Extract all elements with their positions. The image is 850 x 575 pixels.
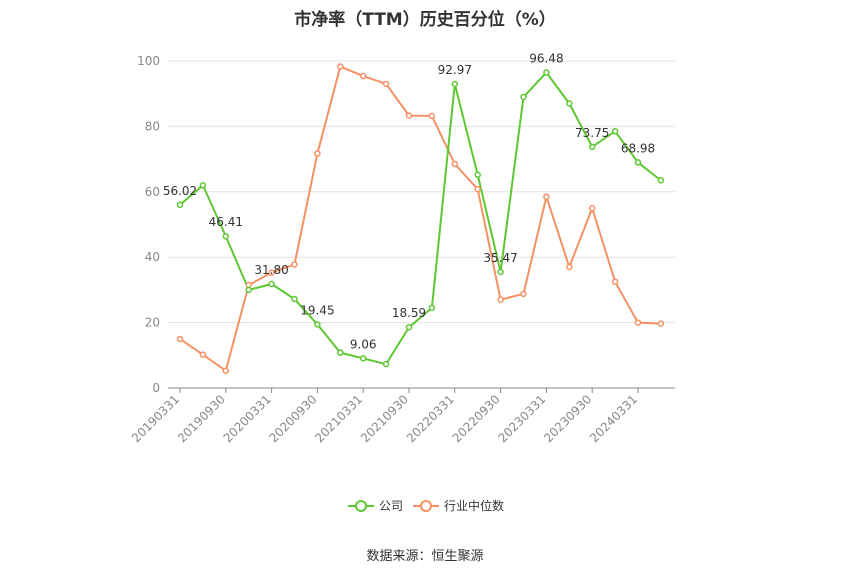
y-tick-label: 40 [145,250,160,264]
x-tick-label: 20210930 [358,392,411,445]
data-label: 92.97 [438,63,472,77]
data-point [359,355,367,362]
data-label: 46.41 [209,215,243,229]
series-line [179,65,661,372]
data-point [405,112,413,119]
data-point [497,268,504,276]
data-point [359,72,367,80]
data-point [382,80,390,88]
x-tick-label: 20200331 [221,392,274,445]
data-point [428,304,436,312]
x-tick-label: 20230331 [495,392,548,445]
data-point [497,296,504,303]
data-label: 96.48 [529,52,563,66]
data-label: 68.98 [621,141,655,155]
data-point [566,100,573,107]
data-point [268,269,275,276]
data-label: 31.80 [254,263,288,277]
x-tick-label: 20220930 [450,392,503,445]
data-point [176,335,184,343]
grid-lines [168,60,675,324]
data-point [474,171,481,179]
data-label: 56.02 [163,184,197,198]
series-line [179,71,662,366]
legend-marker [420,500,432,512]
data-point [337,63,344,70]
data-point [291,295,298,303]
y-tick-label: 80 [145,119,160,133]
series-lines [179,65,662,372]
x-tick-label: 20210331 [312,392,365,445]
data-label: 18.59 [392,306,426,320]
data-point [451,160,459,168]
data-point [657,177,665,184]
data-point [222,367,230,374]
legend-label: 公司 [379,499,403,513]
data-point [337,349,344,356]
x-axis: 2019033120190930202003312020093020210331… [129,387,675,445]
data-point [588,204,596,212]
data-point [634,319,642,326]
legend-marker [355,500,367,512]
data-point [634,159,642,166]
data-labels: 56.02 46.41 31.80 19.45 9.06 18.59 92.97 35.47 9… [163,52,655,352]
data-point [245,286,252,294]
series-points [176,63,665,374]
y-axis: 0 20 40 60 80 100 [137,54,160,395]
x-tick-label: 20240331 [587,392,640,445]
data-point [382,360,390,368]
y-tick-label: 100 [137,54,160,68]
data-point [291,261,298,268]
data-point [405,323,413,331]
data-point [520,290,527,298]
x-tick-label: 20190930 [175,392,228,445]
x-tick-label: 20220331 [404,392,457,445]
data-label: 19.45 [300,303,334,317]
data-point [314,321,321,328]
data-source: 数据来源：恒生聚源 [366,549,484,564]
data-label: 9.06 [350,337,377,351]
y-tick-label: 0 [152,381,160,395]
x-tick-label: 20200930 [266,392,319,445]
data-point [199,182,207,189]
data-point [268,280,275,288]
data-point [222,232,230,240]
data-point [474,185,481,193]
x-tick-label: 20190331 [129,392,182,445]
y-tick-label: 60 [145,185,160,199]
data-label: 35.47 [483,251,517,265]
data-label: 73.75 [575,126,609,140]
data-point [657,320,665,327]
data-point [543,69,550,76]
data-point [176,201,184,209]
x-tick-label: 20230930 [541,392,594,445]
data-point [520,93,527,101]
chart-title: 市净率（TTM）历史百分位（%） [294,10,556,30]
data-point [611,128,619,135]
legend: 公司 行业中位数 [348,498,504,513]
data-point [199,351,207,358]
legend-label: 行业中位数 [444,498,504,513]
data-point [611,278,619,285]
data-point [543,193,550,200]
y-tick-label: 20 [145,316,160,330]
data-point [451,80,459,88]
data-point [428,112,436,120]
data-point [588,143,596,151]
data-point [314,150,321,157]
data-point [566,263,573,271]
